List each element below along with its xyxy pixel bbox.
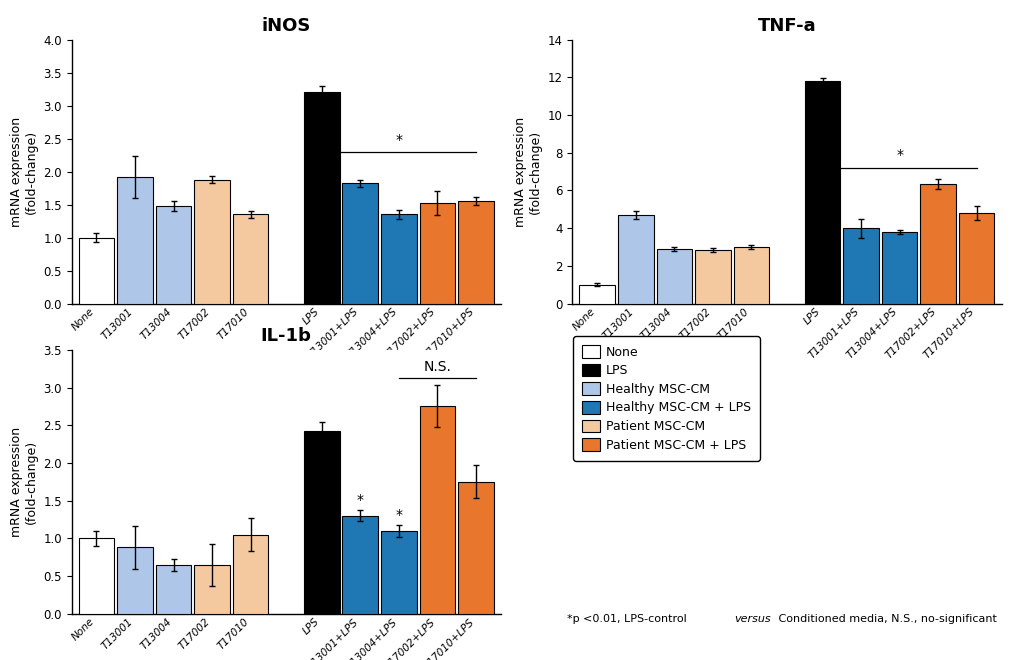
Bar	[843, 228, 879, 304]
Bar	[458, 482, 494, 614]
Bar	[618, 215, 653, 304]
Bar	[342, 183, 378, 304]
Bar	[118, 547, 152, 614]
Bar	[118, 177, 152, 304]
Text: *: *	[396, 133, 403, 147]
Bar	[420, 407, 455, 614]
Bar	[882, 232, 918, 304]
Bar	[155, 206, 191, 304]
Text: N.S.: N.S.	[423, 360, 452, 374]
Text: versus: versus	[734, 614, 771, 624]
Text: Conditioned media, N.S., no-significant: Conditioned media, N.S., no-significant	[775, 614, 996, 624]
Bar	[233, 214, 269, 304]
Bar	[304, 431, 339, 614]
Title: iNOS: iNOS	[262, 17, 311, 35]
Text: *: *	[896, 148, 903, 162]
Bar	[959, 213, 994, 304]
Y-axis label: mRNA expression
(fold-change): mRNA expression (fold-change)	[514, 117, 542, 226]
Bar	[656, 249, 692, 304]
Y-axis label: mRNA expression
(fold-change): mRNA expression (fold-change)	[9, 117, 38, 226]
Bar	[79, 238, 114, 304]
Bar	[194, 180, 230, 304]
Bar	[381, 531, 417, 614]
Bar	[79, 539, 114, 614]
Bar	[304, 92, 339, 304]
Text: *p <0.01, LPS-control: *p <0.01, LPS-control	[567, 614, 691, 624]
Title: TNF-a: TNF-a	[757, 17, 817, 35]
Bar	[695, 250, 731, 304]
Bar	[194, 565, 230, 614]
Text: *: *	[357, 494, 364, 508]
Y-axis label: mRNA expression
(fold-change): mRNA expression (fold-change)	[9, 427, 38, 537]
Bar	[342, 515, 378, 614]
Bar	[233, 535, 269, 614]
Title: IL-1b: IL-1b	[261, 327, 312, 345]
Text: *: *	[396, 508, 403, 522]
Legend: None, LPS, Healthy MSC-CM, Healthy MSC-CM + LPS, Patient MSC-CM, Patient MSC-CM : None, LPS, Healthy MSC-CM, Healthy MSC-C…	[573, 336, 759, 461]
Bar	[734, 247, 770, 304]
Bar	[804, 81, 840, 304]
Bar	[420, 203, 455, 304]
Bar	[458, 201, 494, 304]
Bar	[155, 565, 191, 614]
Bar	[381, 214, 417, 304]
Bar	[921, 184, 956, 304]
Bar	[579, 284, 615, 304]
